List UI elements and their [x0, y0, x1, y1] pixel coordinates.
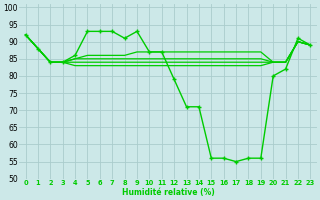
- X-axis label: Humidité relative (%): Humidité relative (%): [122, 188, 214, 197]
